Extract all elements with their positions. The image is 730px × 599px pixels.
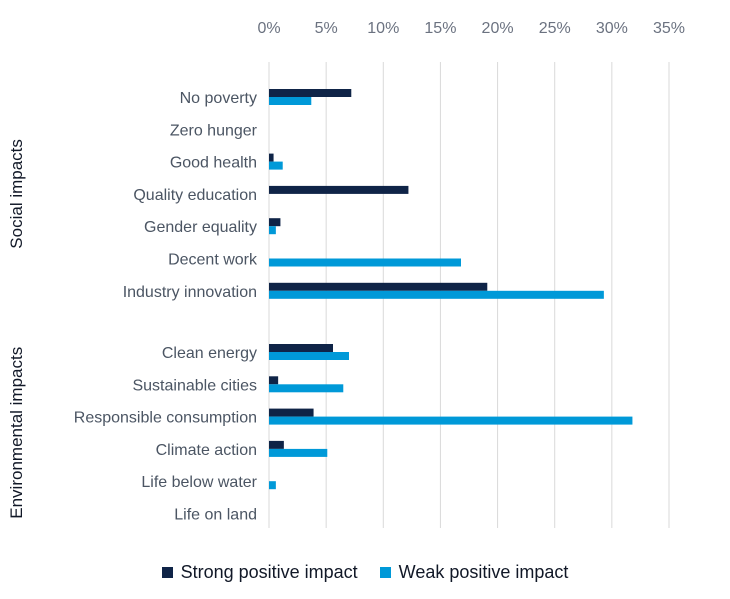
legend-item-strong: Strong positive impact <box>161 562 358 583</box>
category-label: Good health <box>170 155 257 172</box>
x-tick-label: 25% <box>539 20 571 37</box>
bar-weak <box>269 258 461 267</box>
bar-strong <box>269 153 274 162</box>
bar-strong <box>269 440 284 449</box>
category-label: Life below water <box>141 474 257 491</box>
bar-strong <box>269 89 352 97</box>
category-label: Quality education <box>133 187 257 204</box>
x-tick-label: 0% <box>257 20 280 37</box>
x-tick-label: 30% <box>596 20 628 37</box>
bar-weak <box>269 416 633 425</box>
group-labels: Social impacts Environmental impacts <box>7 139 26 519</box>
bar-strong <box>269 408 314 417</box>
bar-weak <box>269 481 276 490</box>
bar-weak <box>269 384 344 393</box>
x-tick-label: 10% <box>367 20 399 37</box>
category-label: Life on land <box>174 507 257 524</box>
legend-swatch-strong <box>161 567 173 578</box>
group-label: Environmental impacts <box>7 347 26 519</box>
category-label: Sustainable cities <box>132 377 257 394</box>
category-label: No poverty <box>180 90 257 107</box>
legend-label-weak: Weak positive impact <box>398 562 569 582</box>
bar-weak <box>269 290 604 299</box>
bar-weak <box>269 161 283 170</box>
category-label: Decent work <box>168 252 258 269</box>
category-label: Gender equality <box>144 219 257 236</box>
bar-weak <box>269 97 312 105</box>
category-label: Responsible consumption <box>74 410 257 427</box>
bar-strong <box>269 376 279 385</box>
x-tick-label: 5% <box>315 20 338 37</box>
category-label: Clean energy <box>162 345 257 362</box>
x-tick-label: 15% <box>424 20 456 37</box>
legend-label-strong: Strong positive impact <box>180 562 358 582</box>
category-labels: No poverty Zero hunger Good health Quality … <box>74 90 258 524</box>
legend: Strong positive impact Weak positive imp… <box>0 562 730 583</box>
x-tick-label: 35% <box>653 20 685 37</box>
bar-weak <box>269 352 349 360</box>
x-axis-ticks: 0% 5% 10% 15% 20% 25% 30% 35% <box>257 20 685 37</box>
category-label: Climate action <box>156 442 257 459</box>
bar-strong <box>269 282 488 291</box>
legend-swatch-weak <box>379 567 391 578</box>
category-label: Zero hunger <box>170 122 258 139</box>
bar-strong <box>269 218 281 227</box>
category-label: Industry innovation <box>123 284 257 301</box>
bar-weak <box>269 226 276 235</box>
bar-strong <box>269 185 409 194</box>
x-tick-label: 20% <box>482 20 514 37</box>
legend-item-weak: Weak positive impact <box>379 562 569 583</box>
bar-strong <box>269 344 333 352</box>
bar-chart: 0% 5% 10% 15% 20% 25% 30% 35% No poverty Zero hu… <box>7 20 685 528</box>
group-label: Social impacts <box>7 139 26 249</box>
bar-weak <box>269 448 328 457</box>
bars <box>269 89 633 490</box>
